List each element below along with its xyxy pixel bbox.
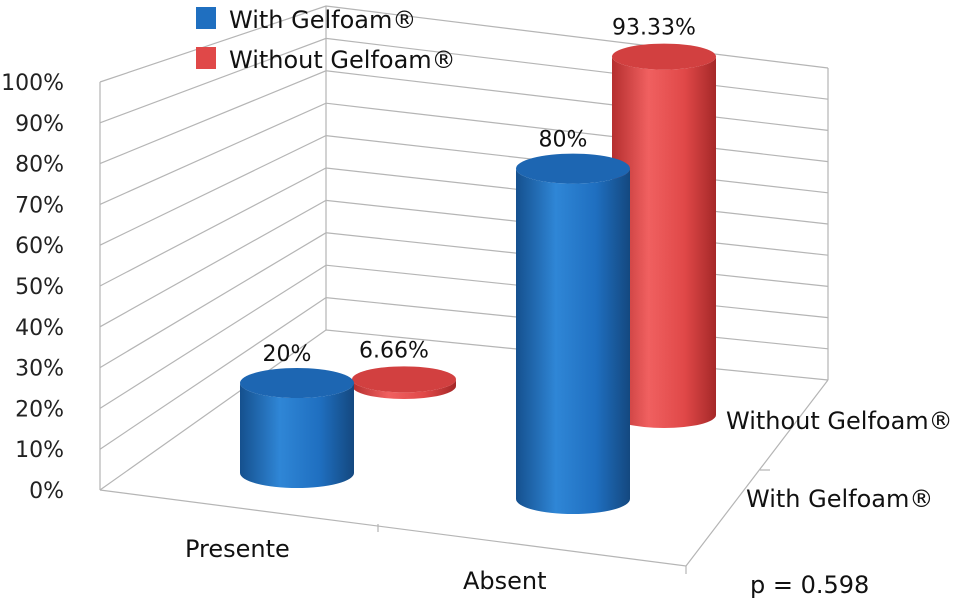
gridline xyxy=(99,199,829,328)
bar-without-absent xyxy=(612,43,716,429)
y-tick-label: 10% xyxy=(15,438,64,463)
data-labels: 6.66% 93.33% 20% 80% xyxy=(263,16,696,367)
data-label: 80% xyxy=(539,128,588,153)
legend-swatch-with xyxy=(196,7,216,29)
bar-with-presente xyxy=(240,368,354,488)
gridline xyxy=(99,232,829,369)
bar-top xyxy=(352,366,456,393)
data-label: 20% xyxy=(263,342,312,367)
gridline xyxy=(99,296,829,450)
y-tick-label: 0% xyxy=(29,479,64,504)
y-tick-label: 60% xyxy=(15,234,64,259)
bar-body xyxy=(352,379,456,399)
y-tick-label: 80% xyxy=(15,153,64,178)
bar-top xyxy=(516,153,630,184)
legend: With Gelfoam® Without Gelfoam® xyxy=(196,6,456,74)
y-tick-label: 100% xyxy=(1,71,64,96)
gridline xyxy=(99,167,829,287)
y-tick-label: 70% xyxy=(15,193,64,218)
legend-label-without: Without Gelfoam® xyxy=(229,46,456,74)
depth-label-with: With Gelfoam® xyxy=(746,485,933,513)
bar-body xyxy=(516,168,630,514)
y-tick-label: 30% xyxy=(15,357,64,382)
y-tick-label: 50% xyxy=(15,275,64,300)
gridline xyxy=(99,264,829,409)
depth-label-without: Without Gelfoam® xyxy=(726,407,953,435)
legend-swatch-without xyxy=(196,47,216,69)
y-tick-label: 40% xyxy=(15,316,64,341)
data-label: 93.33% xyxy=(612,16,696,41)
bar-body xyxy=(240,383,354,488)
data-label: 6.66% xyxy=(359,338,429,363)
legend-label-with: With Gelfoam® xyxy=(229,6,416,34)
gridline xyxy=(99,70,829,165)
chart-walls xyxy=(99,5,829,574)
gridline xyxy=(99,329,829,491)
y-axis-ticks: 0% 10% 20% 30% 40% 50% 60% 70% 80% 90% 100% xyxy=(1,71,64,504)
bar-body xyxy=(612,56,716,429)
y-tick-label: 20% xyxy=(15,397,64,422)
y-tick-label: 90% xyxy=(15,112,64,137)
bar-with-absent xyxy=(516,153,630,514)
bar-without-presente xyxy=(352,366,456,399)
category-label-absent: Absent xyxy=(463,567,547,595)
bar-top xyxy=(240,368,354,398)
bars xyxy=(240,43,716,514)
category-label-presente: Presente xyxy=(185,535,290,563)
bar-top xyxy=(612,43,716,70)
p-value-annotation: p = 0.598 xyxy=(750,571,869,599)
